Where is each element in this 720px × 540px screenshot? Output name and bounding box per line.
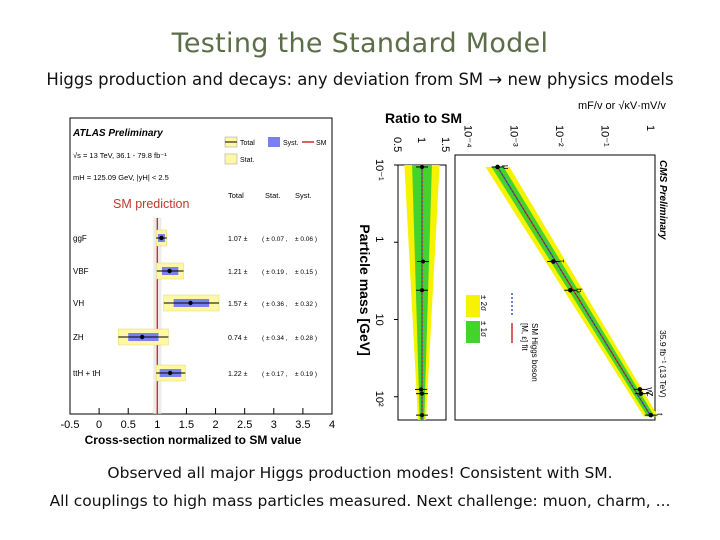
atlas-xtick-label: 1.5 bbox=[179, 419, 194, 431]
legend-stat-box bbox=[224, 153, 238, 165]
atlas-syst-label: ± 0.32 ) bbox=[295, 301, 317, 308]
cms-lumi: 35.9 fb⁻¹ (13 TeV) bbox=[658, 330, 668, 398]
cms-data-point bbox=[638, 391, 644, 396]
cms-data-point bbox=[648, 412, 654, 418]
atlas-data-point bbox=[188, 300, 193, 306]
cms-coupling-tick-label: 10⁻⁴ bbox=[462, 125, 474, 148]
cms-ratio-tick-label: 1.5 bbox=[439, 137, 451, 152]
cms-ratio-point bbox=[420, 413, 424, 418]
cms-ratio-point bbox=[420, 391, 424, 396]
atlas-data-point bbox=[167, 268, 172, 274]
atlas-stat-label: ( ± 0.17 , bbox=[262, 371, 288, 378]
cms-particle-label: μ bbox=[502, 165, 511, 170]
atlas-data-point bbox=[167, 370, 173, 376]
cms-coupling-tick-label: 1 bbox=[644, 125, 656, 131]
slide-title: Testing the Standard Model bbox=[171, 28, 549, 59]
cms-particle-label: τ bbox=[557, 260, 566, 264]
cms-ratio-tick-label: 0.5 bbox=[391, 137, 403, 152]
atlas-syst-label: ± 0.15 ) bbox=[295, 269, 317, 276]
caption-line-2: All couplings to high mass particles mea… bbox=[49, 492, 671, 510]
atlas-stat-label: ( ± 0.19 , bbox=[262, 269, 288, 276]
atlas-info-2: mH = 125.09 GeV, |yH| < 2.5 bbox=[73, 173, 169, 182]
cms-mass-tick-label: 1 bbox=[373, 236, 385, 242]
cms-data-point bbox=[568, 287, 573, 293]
caption-line-1: Observed all major Higgs production mode… bbox=[107, 464, 613, 482]
atlas-value-label: 1.57 ± bbox=[228, 301, 248, 308]
atlas-info-1: √s = 13 TeV, 36.1 - 79.8 fb⁻¹ bbox=[73, 151, 167, 160]
cms-legend-1sigma: ± 1σ bbox=[479, 321, 488, 337]
atlas-value-label: 1.07 ± bbox=[228, 236, 248, 243]
cms-legend-2sigma: ± 2σ bbox=[479, 295, 488, 311]
atlas-syst-label: ± 0.19 ) bbox=[295, 371, 317, 378]
atlas-value-label: 0.74 ± bbox=[228, 335, 248, 342]
col-total: Total bbox=[228, 191, 244, 200]
sm-prediction-label: SM prediction bbox=[113, 197, 189, 211]
atlas-xtick-label: 0 bbox=[96, 419, 102, 431]
cms-legend-fit: [M, ε] fit bbox=[520, 323, 529, 351]
cms-1sigma-band bbox=[491, 166, 655, 417]
atlas-xtick-label: 0.5 bbox=[121, 419, 136, 431]
atlas-xlabel: Cross-section normalized to SM value bbox=[85, 433, 302, 447]
cms-ratio-tick-label: 1 bbox=[415, 137, 427, 143]
cms-data-point bbox=[637, 387, 643, 392]
cms-particle-label: Z bbox=[645, 392, 654, 397]
atlas-frame bbox=[69, 117, 333, 415]
cms-legend-sm: SM Higgs boson bbox=[530, 323, 539, 382]
cms-coupling-tick-label: 10⁻³ bbox=[507, 125, 519, 147]
atlas-xtick-label: 2.5 bbox=[237, 419, 252, 431]
legend-total: Total bbox=[240, 140, 255, 147]
cms-title: CMS Preliminary bbox=[657, 160, 668, 240]
cms-coupling-tick-label: 10⁻¹ bbox=[598, 125, 610, 147]
atlas-xtick-label: 2 bbox=[212, 419, 218, 431]
cms-legend-1sigma-swatch bbox=[466, 321, 480, 343]
atlas-syst-label: ± 0.28 ) bbox=[295, 335, 317, 342]
cms-ratio-point bbox=[419, 387, 424, 392]
atlas-category-label: VBF bbox=[73, 267, 89, 276]
legend-sm: SM bbox=[316, 140, 327, 147]
legend-syst: Syst. bbox=[283, 140, 299, 147]
atlas-xtick-label: -0.5 bbox=[61, 419, 80, 431]
cms-y2label: mF/v or √κV·mV/v bbox=[578, 100, 666, 112]
cms-sm-line bbox=[497, 166, 652, 417]
atlas-data-point bbox=[159, 235, 164, 241]
atlas-title: ATLAS Preliminary bbox=[72, 128, 163, 139]
atlas-category-label: VH bbox=[73, 299, 84, 308]
atlas-category-label: ggF bbox=[73, 234, 87, 243]
col-syst: Syst. bbox=[295, 191, 312, 200]
cms-particle-label: W bbox=[644, 387, 653, 395]
atlas-stat-label: ( ± 0.07 , bbox=[262, 236, 288, 243]
atlas-xtick-label: 1 bbox=[154, 419, 160, 431]
col-stat: Stat. bbox=[265, 191, 280, 200]
atlas-data-point bbox=[139, 334, 145, 340]
cms-ratio-point bbox=[420, 164, 424, 169]
cms-particle-label: t bbox=[655, 413, 664, 416]
atlas-xtick-label: 3 bbox=[271, 419, 277, 431]
atlas-xtick-label: 4 bbox=[329, 419, 335, 431]
cms-ratio-point bbox=[420, 259, 425, 264]
cms-particle-label: b bbox=[574, 288, 583, 293]
cms-mass-tick-label: 10 bbox=[373, 313, 385, 325]
cms-data-point bbox=[495, 164, 500, 170]
atlas-value-label: 1.21 ± bbox=[228, 269, 248, 276]
atlas-category-label: ZH bbox=[73, 333, 84, 342]
atlas-category-label: ttH + tH bbox=[73, 369, 101, 378]
slide-subtitle: Higgs production and decays: any deviati… bbox=[46, 70, 674, 89]
cms-ratio-ylabel: Ratio to SM bbox=[385, 110, 462, 126]
atlas-stat-label: ( ± 0.34 , bbox=[262, 335, 288, 342]
cms-data-point bbox=[551, 259, 556, 264]
cms-legend-2sigma-swatch bbox=[466, 295, 480, 317]
legend-stat: Stat. bbox=[240, 157, 254, 164]
atlas-cross-section-plot: ATLAS Preliminary √s = 13 TeV, 36.1 - 79… bbox=[61, 117, 335, 447]
atlas-xtick-label: 3.5 bbox=[295, 419, 310, 431]
cms-coupling-tick-label: 10⁻² bbox=[553, 125, 565, 147]
cms-mass-tick-label: 10² bbox=[373, 391, 385, 407]
cms-coupling-plot: Ratio to SM mF/v or √κV·mV/v CMS Prelimi… bbox=[357, 100, 668, 421]
atlas-value-label: 1.22 ± bbox=[228, 371, 248, 378]
atlas-syst-label: ± 0.06 ) bbox=[295, 236, 317, 243]
cms-mass-tick-label: 10⁻¹ bbox=[373, 159, 385, 181]
cms-ratio-point bbox=[420, 288, 424, 293]
atlas-stat-label: ( ± 0.36 , bbox=[262, 301, 288, 308]
legend-syst-swatch bbox=[268, 137, 280, 147]
cms-xlabel: Particle mass [GeV] bbox=[357, 224, 373, 356]
